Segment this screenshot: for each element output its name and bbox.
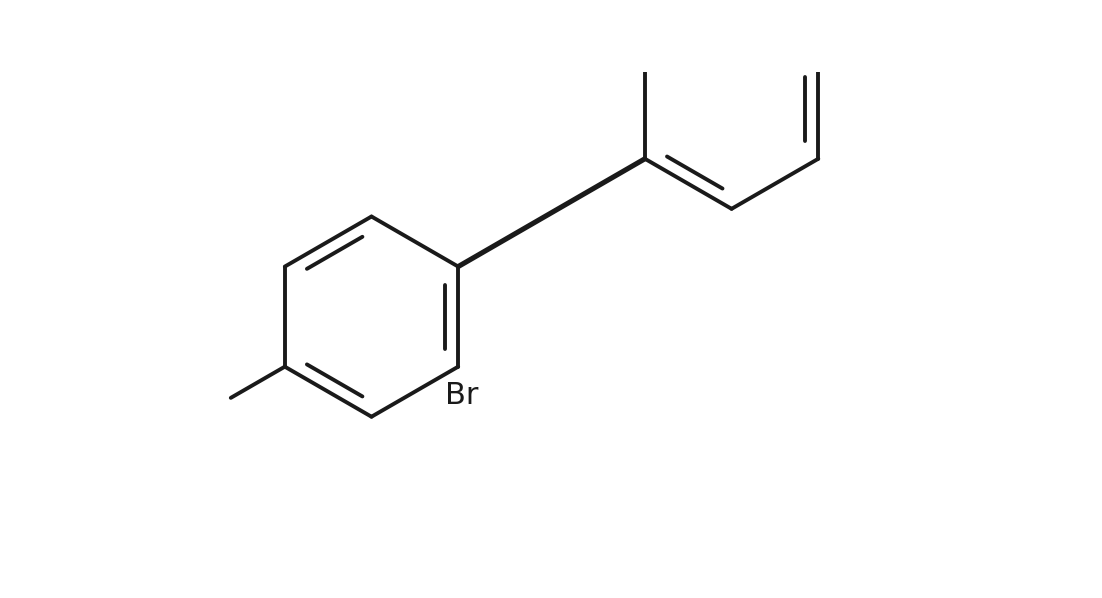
Text: Br: Br <box>445 380 478 410</box>
